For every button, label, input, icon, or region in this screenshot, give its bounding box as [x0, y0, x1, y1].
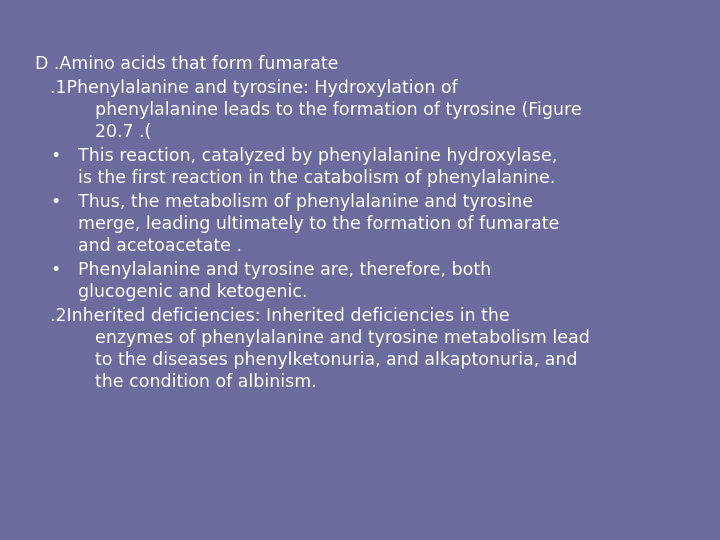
Text: Phenylalanine and tyrosine are, therefore, both: Phenylalanine and tyrosine are, therefor…: [78, 261, 491, 279]
Text: enzymes of phenylalanine and tyrosine metabolism lead: enzymes of phenylalanine and tyrosine me…: [95, 329, 590, 347]
Text: is the first reaction in the catabolism of phenylalanine.: is the first reaction in the catabolism …: [78, 169, 555, 187]
Text: .1Phenylalanine and tyrosine: Hydroxylation of: .1Phenylalanine and tyrosine: Hydroxylat…: [50, 79, 458, 97]
Text: 20.7 .(: 20.7 .(: [95, 123, 151, 141]
Text: Thus, the metabolism of phenylalanine and tyrosine: Thus, the metabolism of phenylalanine an…: [78, 193, 533, 211]
Text: and acetoacetate .: and acetoacetate .: [78, 237, 242, 255]
Text: the condition of albinism.: the condition of albinism.: [95, 373, 317, 391]
Text: •: •: [50, 261, 60, 279]
Text: D .Amino acids that form fumarate: D .Amino acids that form fumarate: [35, 55, 338, 73]
Text: merge, leading ultimately to the formation of fumarate: merge, leading ultimately to the formati…: [78, 215, 559, 233]
Text: glucogenic and ketogenic.: glucogenic and ketogenic.: [78, 283, 307, 301]
Text: .2Inherited deficiencies: Inherited deficiencies in the: .2Inherited deficiencies: Inherited defi…: [50, 307, 510, 325]
Text: This reaction, catalyzed by phenylalanine hydroxylase,: This reaction, catalyzed by phenylalanin…: [78, 147, 557, 165]
Text: to the diseases phenylketonuria, and alkaptonuria, and: to the diseases phenylketonuria, and alk…: [95, 351, 577, 369]
Text: •: •: [50, 193, 60, 211]
Text: •: •: [50, 147, 60, 165]
Text: phenylalanine leads to the formation of tyrosine (Figure: phenylalanine leads to the formation of …: [95, 101, 582, 119]
